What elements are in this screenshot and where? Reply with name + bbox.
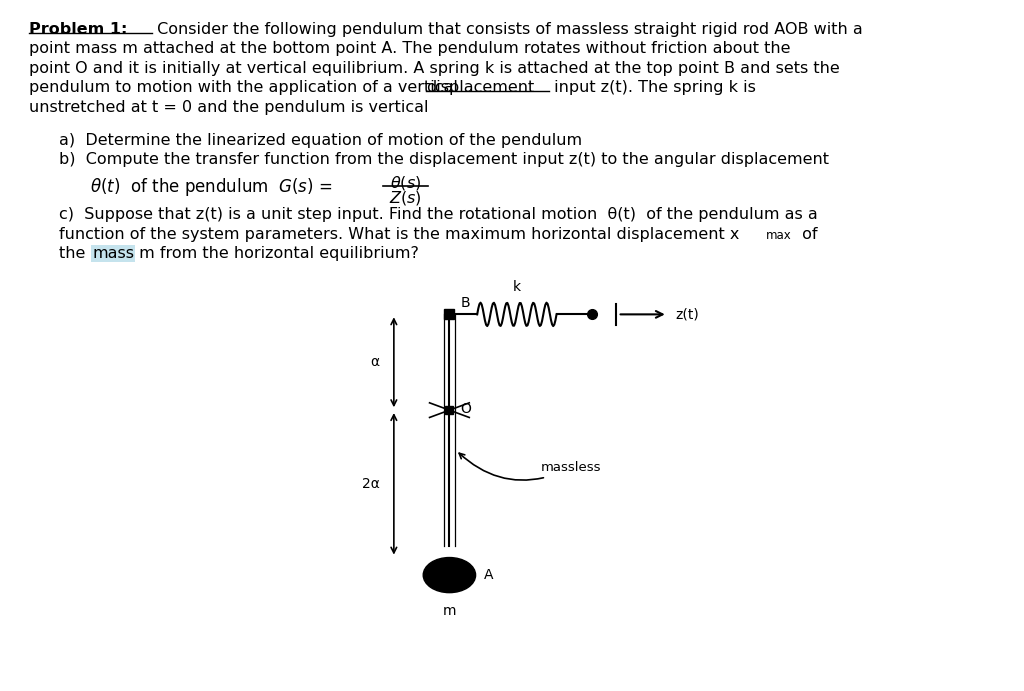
Text: mass: mass <box>92 246 134 261</box>
Text: c)  Suppose that z(t) is a unit step input. Find the rotational motion  θ(t)  of: c) Suppose that z(t) is a unit step inpu… <box>59 207 818 223</box>
Text: max: max <box>766 229 792 242</box>
Text: b)  Compute the transfer function from the displacement input z(t) to the angula: b) Compute the transfer function from th… <box>59 152 829 167</box>
Text: $Z(s)$: $Z(s)$ <box>389 189 422 207</box>
Text: k: k <box>513 280 521 294</box>
Text: 2α: 2α <box>361 477 380 491</box>
Text: $\theta(t)$  of the pendulum  $G(s)$ =: $\theta(t)$ of the pendulum $G(s)$ = <box>90 176 333 198</box>
Circle shape <box>423 558 475 593</box>
Text: the: the <box>59 246 91 261</box>
Text: Problem 1:: Problem 1: <box>29 22 127 37</box>
Text: z(t): z(t) <box>676 307 699 321</box>
Text: m from the horizontal equilibrium?: m from the horizontal equilibrium? <box>134 246 419 261</box>
Text: $\theta(s)$: $\theta(s)$ <box>390 174 421 192</box>
Text: a)  Determine the linearized equation of motion of the pendulum: a) Determine the linearized equation of … <box>59 133 583 148</box>
Text: unstretched at t = 0 and the pendulum is vertical: unstretched at t = 0 and the pendulum is… <box>29 100 428 115</box>
Text: of: of <box>797 227 817 242</box>
Text: input z(t). The spring k is: input z(t). The spring k is <box>549 80 756 95</box>
Text: point O and it is initially at vertical equilibrium. A spring k is attached at t: point O and it is initially at vertical … <box>29 61 840 76</box>
Text: point mass m attached at the bottom point A. The pendulum rotates without fricti: point mass m attached at the bottom poin… <box>29 41 791 57</box>
Text: A: A <box>484 568 494 582</box>
Text: m: m <box>442 604 456 618</box>
Text: O: O <box>461 402 471 416</box>
Text: function of the system parameters. What is the maximum horizontal displacement x: function of the system parameters. What … <box>59 227 739 242</box>
Text: massless: massless <box>459 453 601 480</box>
Text: α: α <box>371 355 380 369</box>
Text: Consider the following pendulum that consists of massless straight rigid rod AOB: Consider the following pendulum that con… <box>152 22 862 37</box>
Text: B: B <box>461 296 470 310</box>
Text: pendulum to motion with the application of a vertical: pendulum to motion with the application … <box>29 80 463 95</box>
Text: displacement: displacement <box>426 80 535 95</box>
